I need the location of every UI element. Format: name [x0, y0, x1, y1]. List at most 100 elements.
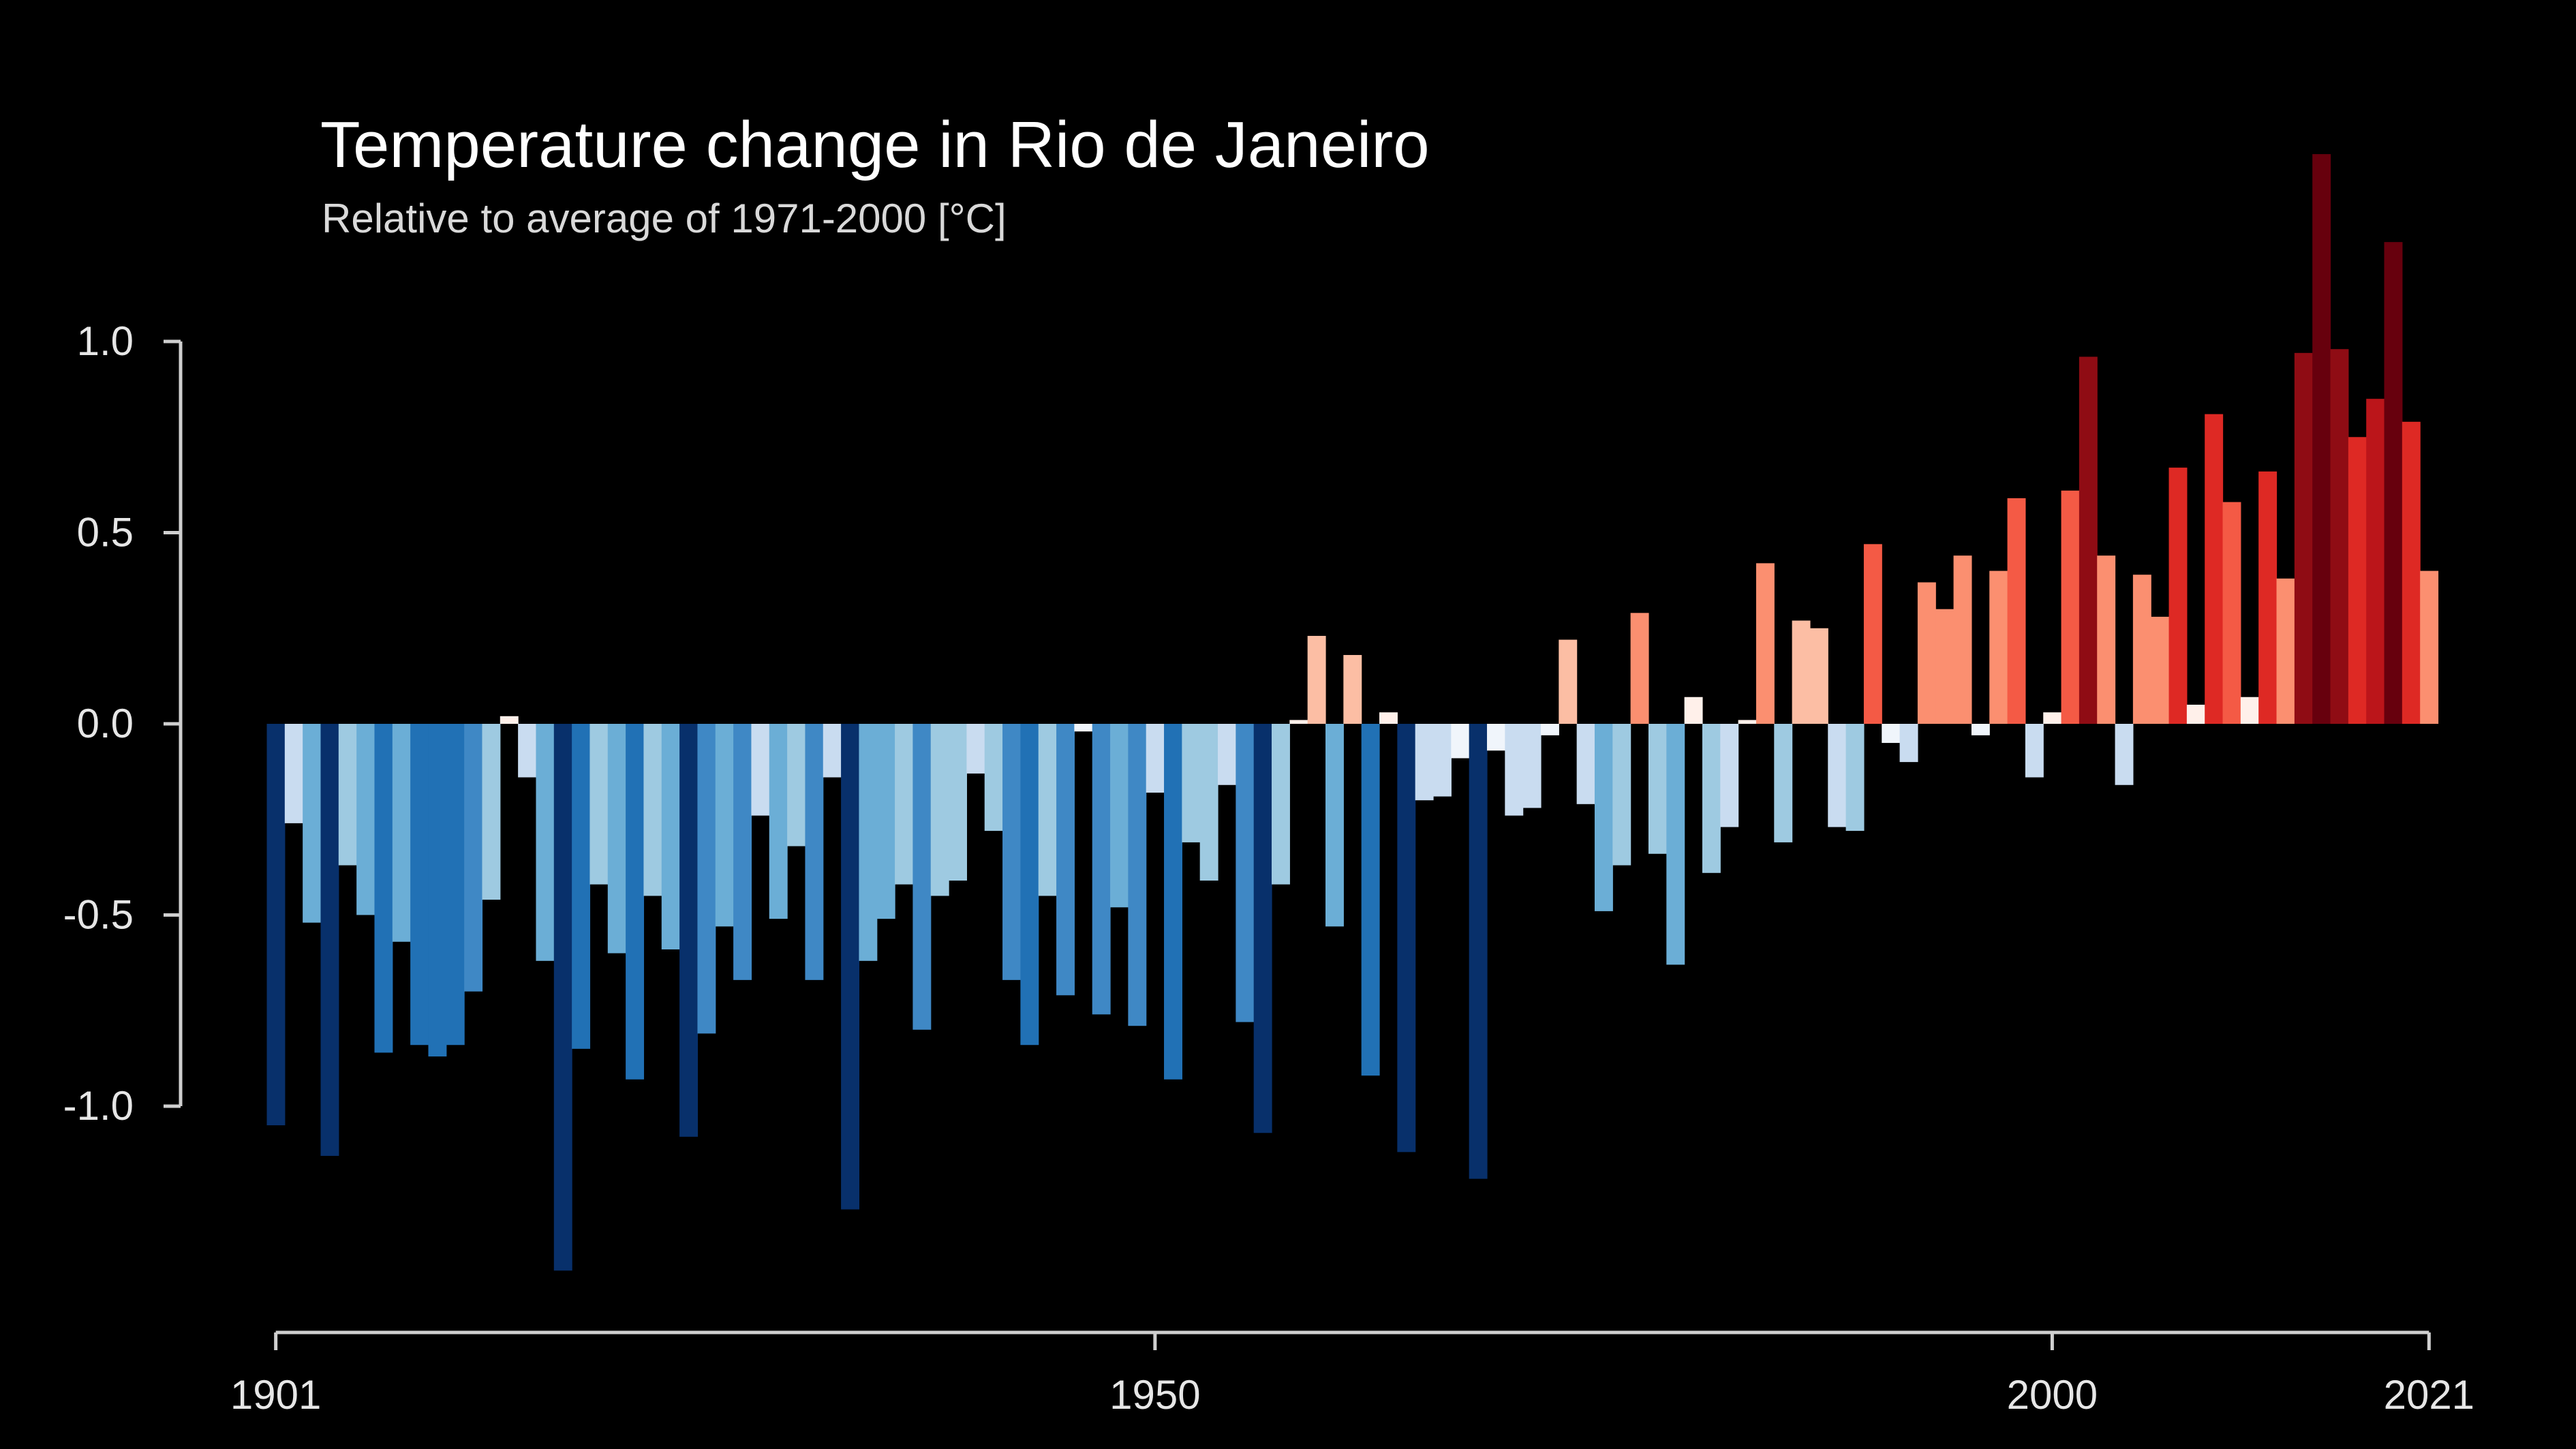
bar-1916 [536, 724, 555, 961]
chart-subtitle: Relative to average of 1971-2000 [°C] [322, 196, 1007, 241]
bar-1971 [1522, 724, 1542, 808]
bar-1933 [841, 724, 860, 1210]
bar-1915 [518, 724, 537, 778]
bar-1964 [1397, 724, 1416, 1153]
bar-1999 [2025, 724, 2044, 778]
bar-2001 [2061, 490, 2080, 724]
bar-2016 [2330, 349, 2349, 724]
bar-1927 [733, 724, 752, 980]
bar-1972 [1540, 724, 1559, 735]
bar-1948 [1110, 724, 1129, 908]
y-tick-label: 0.5 [77, 510, 134, 555]
bar-2002 [2079, 356, 2098, 724]
bar-1940 [966, 724, 985, 774]
bar-1993 [1917, 582, 1936, 724]
bar-1923 [661, 724, 680, 949]
bar-2006 [2151, 616, 2170, 724]
chart-title: Temperature change in Rio de Janeiro [320, 108, 1430, 181]
bar-1936 [895, 724, 913, 885]
bar-2012 [2258, 471, 2278, 724]
bar-1961 [1343, 655, 1362, 724]
bar-2007 [2168, 468, 2188, 724]
bar-1938 [930, 724, 949, 896]
bar-1937 [913, 724, 932, 1030]
bar-1996 [1971, 724, 1990, 735]
bar-1906 [356, 724, 375, 915]
bar-1962 [1361, 724, 1380, 1076]
bar-1979 [1666, 724, 1685, 965]
bar-2014 [2294, 352, 2313, 724]
bar-2011 [2240, 697, 2259, 724]
bar-1943 [1020, 724, 1039, 1046]
bar-2004 [2115, 724, 2134, 785]
bar-1986 [1792, 620, 1811, 724]
bar-2017 [2348, 437, 2367, 724]
bar-1926 [715, 724, 734, 927]
bar-1910 [428, 724, 447, 1057]
bar-1942 [1002, 724, 1021, 980]
bar-1988 [1828, 724, 1847, 827]
bar-1914 [500, 716, 519, 724]
bar-1965 [1415, 724, 1434, 801]
bar-1912 [464, 724, 483, 992]
x-tick-label: 2000 [2007, 1372, 2098, 1418]
bar-1949 [1128, 724, 1147, 1026]
bar-1934 [859, 724, 878, 961]
bar-1947 [1092, 724, 1111, 1015]
bar-1903 [303, 724, 322, 923]
bar-2003 [2097, 555, 2116, 724]
bar-1967 [1451, 724, 1470, 759]
bar-1921 [626, 724, 645, 1080]
bar-1925 [697, 724, 716, 1034]
bar-1951 [1164, 724, 1182, 1080]
bar-1907 [374, 724, 393, 1053]
bar-1941 [984, 724, 1003, 832]
bar-2010 [2222, 502, 2241, 724]
bar-1932 [823, 724, 842, 778]
bar-1920 [607, 724, 626, 954]
bar-1975 [1594, 724, 1613, 911]
bar-1930 [787, 724, 806, 846]
bar-1944 [1038, 724, 1057, 896]
bar-1901 [266, 724, 286, 1126]
bar-2018 [2366, 399, 2385, 724]
y-tick-label: -1.0 [63, 1083, 134, 1129]
bar-2005 [2132, 575, 2151, 724]
bar-1960 [1325, 724, 1344, 927]
bar-1904 [320, 724, 339, 1156]
bar-1984 [1755, 563, 1775, 724]
y-tick-label: 1.0 [77, 318, 134, 364]
bar-1978 [1648, 724, 1667, 854]
bar-1919 [589, 724, 609, 885]
bar-1939 [949, 724, 967, 881]
bar-2015 [2312, 154, 2331, 724]
bar-1953 [1199, 724, 1218, 881]
bar-1929 [769, 724, 788, 919]
bar-1956 [1253, 724, 1272, 1133]
bar-1989 [1845, 724, 1865, 832]
bar-1935 [876, 724, 895, 919]
bar-1918 [572, 724, 591, 1049]
bar-1952 [1182, 724, 1201, 842]
bar-1969 [1486, 724, 1505, 751]
x-tick-label: 1950 [1109, 1372, 1200, 1418]
bar-1983 [1738, 720, 1757, 724]
bar-1997 [1989, 570, 2008, 724]
bar-1931 [805, 724, 824, 980]
bar-2020 [2402, 421, 2421, 724]
bar-1990 [1863, 544, 1882, 724]
bar-1985 [1774, 724, 1793, 842]
bar-1946 [1074, 724, 1093, 732]
bar-1955 [1236, 724, 1255, 1022]
bar-1995 [1953, 555, 1972, 724]
bar-1992 [1899, 724, 1918, 763]
bar-1928 [751, 724, 770, 816]
bar-1991 [1882, 724, 1901, 744]
bar-group [266, 154, 2439, 1271]
bar-1950 [1146, 724, 1165, 793]
bar-1980 [1684, 697, 1703, 724]
bar-1909 [410, 724, 429, 1046]
bar-1966 [1432, 724, 1452, 797]
bar-1913 [482, 724, 501, 900]
bar-1968 [1469, 724, 1488, 1179]
